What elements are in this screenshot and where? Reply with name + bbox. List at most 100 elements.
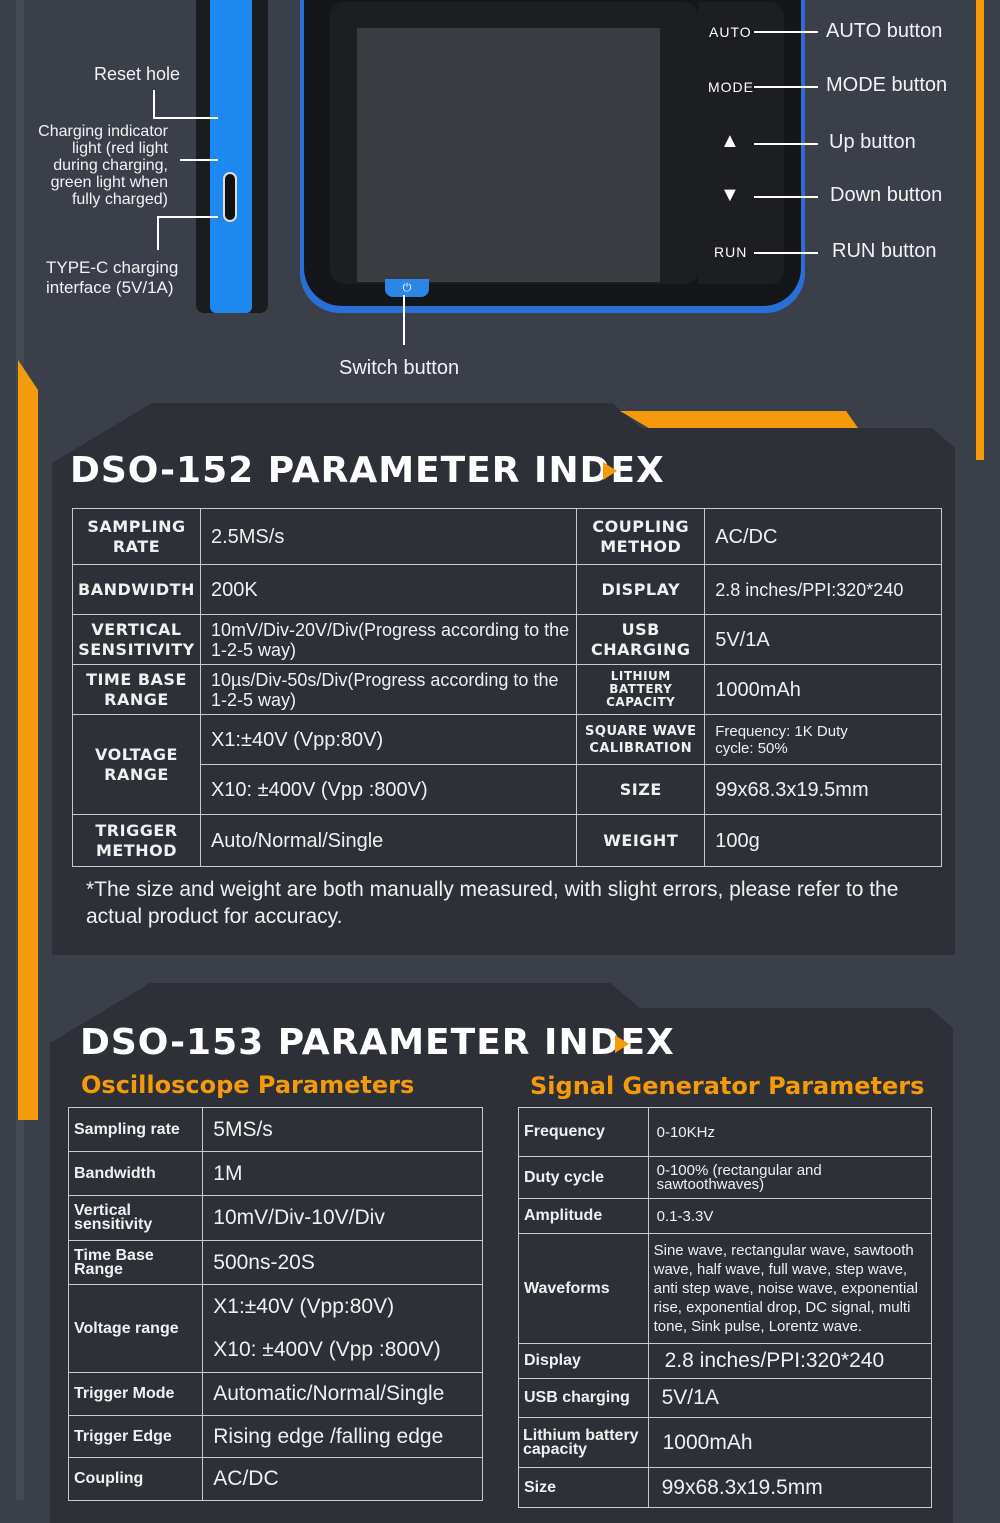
param-value: 5MS/s — [202, 1107, 483, 1152]
param-name: Trigger Edge — [67, 1415, 204, 1458]
param-value: 1M — [202, 1151, 483, 1196]
param-name: TIME BASE RANGE — [72, 664, 201, 715]
param-value: 99x68.3x19.5mm — [704, 764, 942, 815]
up-arrow-icon[interactable]: ▲ — [720, 130, 740, 152]
param-value: AC/DC — [704, 508, 942, 565]
param-value: 0-100% (rectangular and sawtoothwaves) — [647, 1156, 933, 1199]
charging-indicator-label: Charging indicator light (red light duri… — [38, 123, 168, 208]
table-row: Bandwidth 1M — [67, 1151, 483, 1196]
table-row: Sampling rate 5MS/s — [67, 1107, 483, 1152]
param-name: WEIGHT — [576, 814, 706, 867]
param-value: 100g — [704, 814, 942, 867]
param-name: SIZE — [576, 764, 706, 815]
param-value: 2.8 inches/PPI:320*240 — [647, 1343, 933, 1379]
oscilloscope-table: Sampling rate 5MS/s Bandwidth 1M Vertical … — [67, 1107, 483, 1501]
param-name: Vertical sensitivity — [67, 1195, 204, 1241]
table-row: Trigger Edge Rising edge /falling edge — [67, 1415, 483, 1458]
param-name: Lithium battery capacity — [518, 1417, 649, 1468]
table-row: Display 2.8 inches/PPI:320*240 — [518, 1343, 933, 1379]
param-name: Trigger Mode — [67, 1372, 204, 1416]
table-row: Trigger Mode Automatic/Normal/Single — [67, 1372, 483, 1416]
param-name: VERTICAL SENSITIVITY — [72, 614, 201, 665]
param-name: Coupling — [67, 1457, 204, 1501]
device-screen — [357, 28, 660, 282]
param-value: 1000mAh — [647, 1417, 933, 1468]
oscilloscope-params-title: Oscilloscope Parameters — [81, 1071, 415, 1099]
param-name: TRIGGER METHOD — [72, 814, 201, 867]
typec-label: TYPE-C charging interface (5V/1A) — [46, 258, 179, 297]
param-name: VOLTAGE RANGE — [72, 714, 201, 815]
title-arrow-icon — [603, 462, 617, 480]
param-value: 99x68.3x19.5mm — [647, 1467, 933, 1508]
signal-generator-params-title: Signal Generator Parameters — [530, 1072, 925, 1100]
dso152-table: SAMPLING RATE 2.5MS/s COUPLING METHOD AC/DC… — [72, 508, 942, 867]
param-value: 200K — [199, 564, 578, 615]
table-row: Vertical sensitivity 10mV/Div-10V/Div — [67, 1195, 483, 1241]
down-button-label: Down button — [830, 184, 943, 206]
param-name: SAMPLING RATE — [72, 508, 201, 565]
param-name: SQUARE WAVE CALIBRATION — [576, 714, 706, 765]
param-value: 5V/1A — [704, 614, 942, 665]
param-value: X1:±40V (Vpp:80V) — [199, 714, 578, 765]
signal-generator-table: Frequency 0-10KHz Duty cycle 0-100% (recta… — [518, 1107, 933, 1508]
table-row: VERTICAL SENSITIVITY 10mV/Div-20V/Div(Pro… — [72, 614, 942, 665]
param-name: Frequency — [518, 1107, 649, 1157]
power-button[interactable]: ⏻ — [385, 279, 429, 297]
param-name: Duty cycle — [518, 1156, 649, 1199]
title-arrow-icon — [615, 1035, 629, 1053]
table-row: X10: ±400V (Vpp :800V) SIZE 99x68.3x19.5mm — [73, 764, 942, 815]
device-key-run[interactable]: RUN — [714, 244, 748, 260]
decor-orange-left — [18, 360, 38, 1120]
table-row: VOLTAGE RANGE X1:±40V (Vpp:80V) SQUARE WAV… — [72, 714, 942, 815]
param-value: Automatic/Normal/Single — [202, 1372, 483, 1416]
up-button-label: Up button — [829, 131, 916, 153]
switch-button-label: Switch button — [339, 357, 460, 379]
dso153-title: DSO-153 PARAMETER INDEX — [80, 1022, 675, 1063]
table-row: Duty cycle 0-100% (rectangular and sawtoo… — [518, 1156, 933, 1199]
param-value: X10: ±400V (Vpp :800V) — [199, 764, 578, 815]
device-key-mode[interactable]: MODE — [708, 79, 754, 95]
param-name: Voltage range — [67, 1284, 204, 1373]
down-arrow-icon[interactable]: ▼ — [720, 184, 740, 206]
decor-orange-right — [976, 0, 984, 460]
param-name: Display — [518, 1343, 649, 1379]
table-row: TIME BASE RANGE 10µs/Div-50s/Div(Progress… — [72, 664, 942, 715]
table-row: USB charging 5V/1A — [518, 1378, 933, 1418]
param-name: Bandwidth — [67, 1151, 204, 1196]
device-side-view — [196, 0, 268, 313]
param-name: LITHIUM BATTERY CAPACITY — [576, 664, 706, 715]
typec-port — [223, 172, 237, 222]
table-row: Time Base Range 500ns-20S — [67, 1240, 483, 1285]
table-row: SAMPLING RATE 2.5MS/s COUPLING METHOD AC/DC — [72, 508, 942, 565]
param-name: Waveforms — [518, 1233, 649, 1344]
param-value: 1000mAh — [704, 664, 942, 715]
auto-button-label: AUTO button — [826, 20, 943, 42]
table-row: Lithium battery capacity 1000mAh — [518, 1417, 933, 1468]
param-value: Auto/Normal/Single — [199, 814, 578, 867]
table-row: Frequency 0-10KHz — [518, 1107, 933, 1157]
param-value: Rising edge /falling edge — [202, 1415, 483, 1458]
param-name: Size — [518, 1467, 649, 1508]
run-button-label: RUN button — [832, 240, 937, 262]
param-name: DISPLAY — [576, 564, 706, 615]
param-value: 2.8 inches/PPI:320*240 — [704, 564, 942, 615]
mode-button-label: MODE button — [826, 74, 948, 96]
table-row: TRIGGER METHOD Auto/Normal/Single WEIGHT 10… — [72, 814, 942, 867]
table-row: X10: ±400V (Vpp :800V) — [69, 1328, 483, 1373]
param-name: Sampling rate — [67, 1107, 204, 1152]
param-value: 10mV/Div-10V/Div — [202, 1195, 483, 1241]
param-value: X1:±40V (Vpp:80V) — [202, 1284, 483, 1329]
param-name: Amplitude — [518, 1198, 649, 1234]
table-row: Coupling AC/DC — [67, 1457, 483, 1501]
reset-hole-label: Reset hole — [94, 64, 181, 84]
param-name: BANDWIDTH — [72, 564, 201, 615]
param-value: 2.5MS/s — [199, 508, 578, 565]
param-value: 0.1-3.3V — [647, 1198, 933, 1234]
param-value: 0-10KHz — [647, 1107, 933, 1157]
table-row: Voltage range X1:±40V (Vpp:80V) — [67, 1284, 483, 1373]
table-row: Waveforms Sine wave, rectangular wave, sa… — [518, 1233, 933, 1344]
param-value: 5V/1A — [647, 1378, 933, 1418]
param-name: USB CHARGING — [576, 614, 706, 665]
param-name: USB charging — [518, 1378, 649, 1418]
device-key-auto[interactable]: AUTO — [709, 24, 752, 40]
